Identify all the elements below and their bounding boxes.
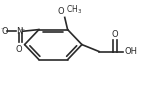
Text: O: O [16, 45, 22, 54]
Text: CH$_3$: CH$_3$ [66, 3, 82, 16]
Text: O: O [2, 27, 9, 36]
Text: +: + [19, 27, 25, 32]
Text: O: O [112, 30, 118, 39]
Text: ⁻: ⁻ [0, 27, 4, 33]
Text: O: O [57, 7, 64, 16]
Text: N: N [16, 27, 22, 36]
Text: OH: OH [124, 47, 137, 56]
